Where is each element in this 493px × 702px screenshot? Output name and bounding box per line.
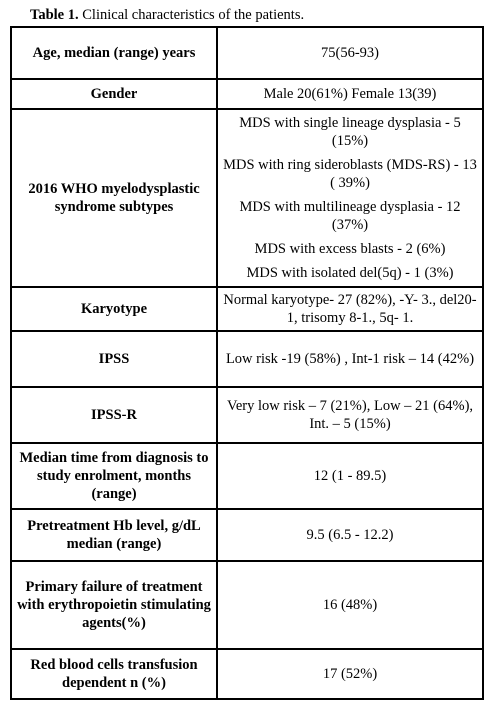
subtype-item: MDS with multilineage dysplasia - 12 (37…: [239, 199, 461, 233]
table-row-transfusion: Red blood cells transfusion dependent n …: [10, 648, 484, 700]
row-value-list: MDS with single lineage dysplasia - 5 (1…: [216, 108, 484, 288]
table-row-ipss: IPSS Low risk -19 (58%) , Int-1 risk – 1…: [10, 330, 484, 388]
table-row-karyotype: Karyotype Normal karyotype- 27 (82%), -Y…: [10, 286, 484, 332]
row-value: 12 (1 - 89.5): [216, 442, 484, 510]
table-row-gender: Gender Male 20(61%) Female 13(39): [10, 78, 484, 110]
row-label: 2016 WHO myelodysplastic syndrome subtyp…: [10, 108, 218, 288]
subtype-item: MDS with ring sideroblasts (MDS-RS) - 13…: [223, 157, 477, 191]
row-value: 16 (48%): [216, 560, 484, 650]
table-row-primary-failure: Primary failure of treatment with erythr…: [10, 560, 484, 650]
row-label: IPSS-R: [10, 386, 218, 444]
row-label: Gender: [10, 78, 218, 110]
table-row-age: Age, median (range) years 75(56-93): [10, 26, 484, 80]
table-row-who-subtypes: 2016 WHO myelodysplastic syndrome subtyp…: [10, 108, 484, 288]
row-label: IPSS: [10, 330, 218, 388]
row-value: 75(56-93): [216, 26, 484, 80]
table-title: Clinical characteristics of the patients…: [78, 7, 305, 23]
table-caption: Table 1. Clinical characteristics of the…: [30, 6, 304, 24]
row-value: 17 (52%): [216, 648, 484, 700]
clinical-characteristics-table: Age, median (range) years 75(56-93) Gend…: [10, 26, 484, 700]
row-value: Male 20(61%) Female 13(39): [216, 78, 484, 110]
row-value: Low risk -19 (58%) , Int-1 risk – 14 (42…: [216, 330, 484, 388]
row-value: Very low risk – 7 (21%), Low – 21 (64%),…: [216, 386, 484, 444]
row-label: Pretreatment Hb level, g/dL median (rang…: [10, 508, 218, 562]
table-row-ipss-r: IPSS-R Very low risk – 7 (21%), Low – 21…: [10, 386, 484, 444]
row-label: Age, median (range) years: [10, 26, 218, 80]
row-label: Red blood cells transfusion dependent n …: [10, 648, 218, 700]
row-value: 9.5 (6.5 - 12.2): [216, 508, 484, 562]
table-number: Table 1.: [30, 7, 79, 23]
row-value: Normal karyotype- 27 (82%), -Y- 3., del2…: [216, 286, 484, 332]
subtype-item: MDS with isolated del(5q) - 1 (3%): [246, 265, 454, 281]
subtype-item: MDS with excess blasts - 2 (6%): [254, 241, 446, 257]
row-label: Median time from diagnosis to study enro…: [10, 442, 218, 510]
subtype-item: MDS with single lineage dysplasia - 5 (1…: [239, 115, 461, 149]
table-row-hb-level: Pretreatment Hb level, g/dL median (rang…: [10, 508, 484, 562]
row-label: Primary failure of treatment with erythr…: [10, 560, 218, 650]
table-row-median-time: Median time from diagnosis to study enro…: [10, 442, 484, 510]
row-label: Karyotype: [10, 286, 218, 332]
